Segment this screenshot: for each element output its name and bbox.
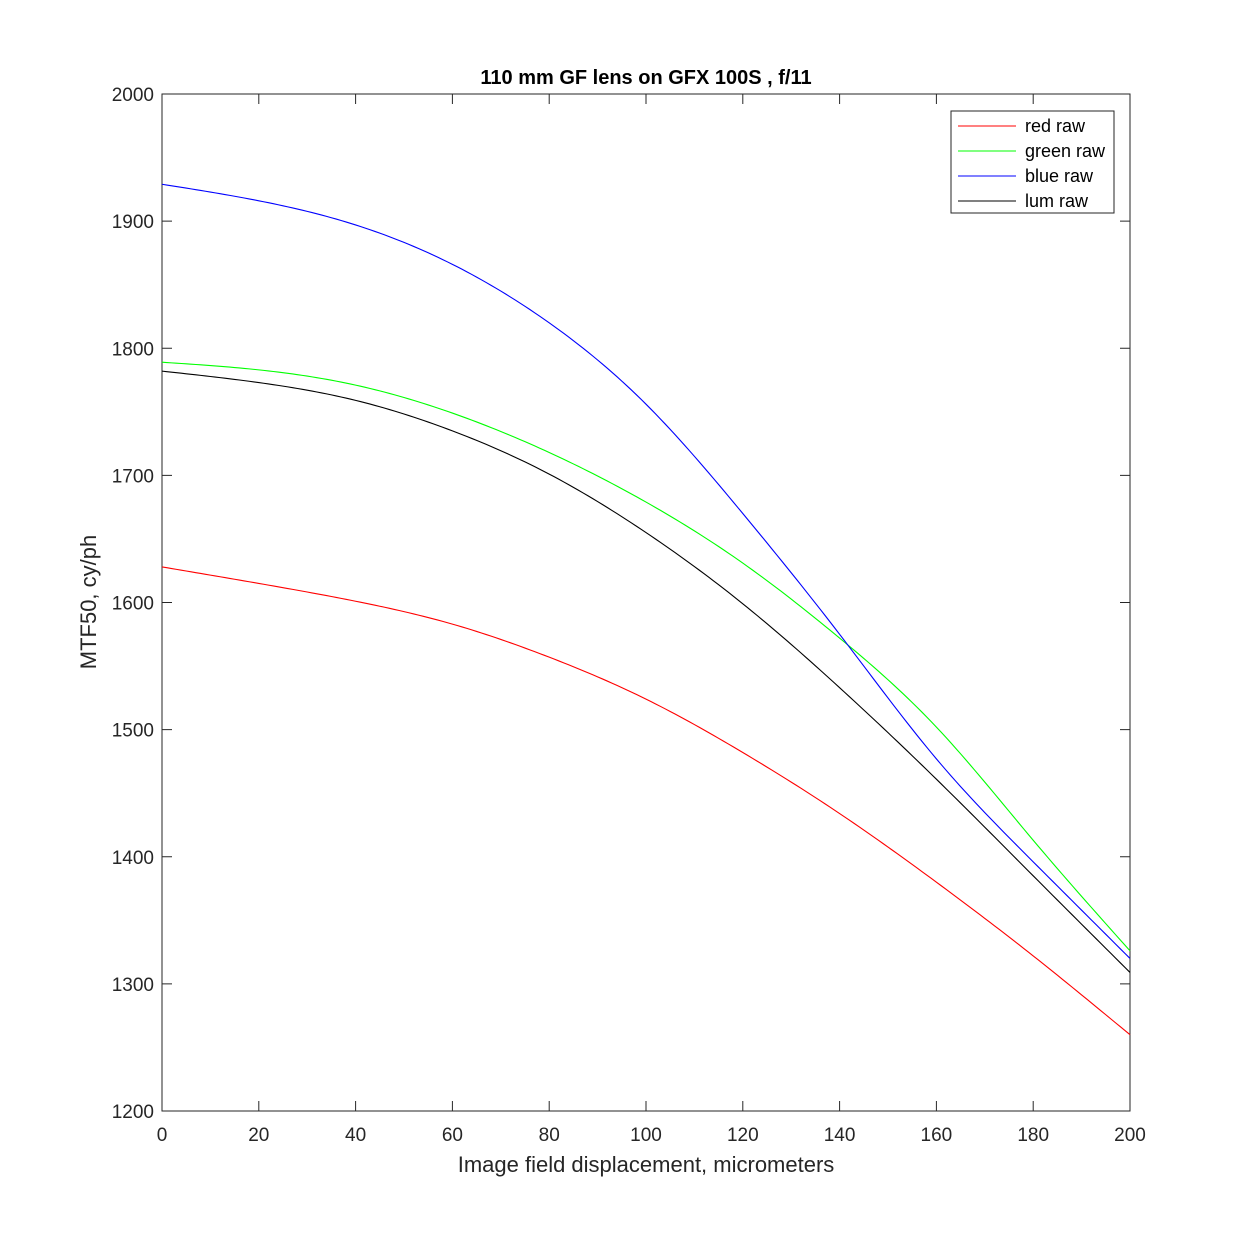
y-axis-label: MTF50, cy/ph (76, 535, 101, 669)
x-tick-label: 120 (727, 1125, 759, 1146)
axis-ticks: 0 20 40 60 80 100 120 140 160 180 200 1200 1300 1400 1… (112, 85, 1146, 1146)
y-tick-label: 1600 (112, 594, 154, 615)
series-line-lum-raw (161, 370, 1131, 973)
y-tick-label: 1200 (112, 1102, 154, 1123)
legend-label: blue raw (1025, 166, 1094, 186)
y-tick-label: 1900 (112, 212, 154, 233)
y-tick-label: 1700 (112, 466, 154, 487)
legend-box (950, 110, 1115, 214)
series-lines (161, 183, 1131, 1036)
x-tick-label: 0 (157, 1125, 168, 1146)
plot-area (161, 93, 1131, 1112)
legend: red raw green raw blue raw lum raw (950, 110, 1115, 214)
x-axis-label: Image field displacement, micrometers (458, 1152, 835, 1177)
x-tick-label: 180 (1017, 1125, 1049, 1146)
y-tick-label: 1800 (112, 339, 154, 360)
legend-label: red raw (1025, 116, 1086, 136)
x-tick-label: 80 (539, 1125, 560, 1146)
x-tick-label: 200 (1114, 1125, 1146, 1146)
legend-label: lum raw (1025, 191, 1089, 211)
chart-title: 110 mm GF lens on GFX 100S , f/11 (480, 67, 811, 89)
legend-label: green raw (1025, 141, 1106, 161)
y-tick-label: 1300 (112, 975, 154, 996)
x-tick-label: 60 (442, 1125, 463, 1146)
y-tick-label: 1400 (112, 848, 154, 869)
x-tick-label: 160 (921, 1125, 953, 1146)
series-line-red-raw (161, 566, 1131, 1036)
x-tick-label: 140 (824, 1125, 856, 1146)
series-line-green-raw (161, 361, 1131, 952)
x-tick-label: 40 (345, 1125, 366, 1146)
x-tick-label: 20 (248, 1125, 269, 1146)
x-tick-label: 100 (630, 1125, 662, 1146)
series-line-blue-raw (161, 183, 1131, 959)
y-tick-label: 1500 (112, 721, 154, 742)
y-tick-label: 2000 (112, 85, 154, 106)
